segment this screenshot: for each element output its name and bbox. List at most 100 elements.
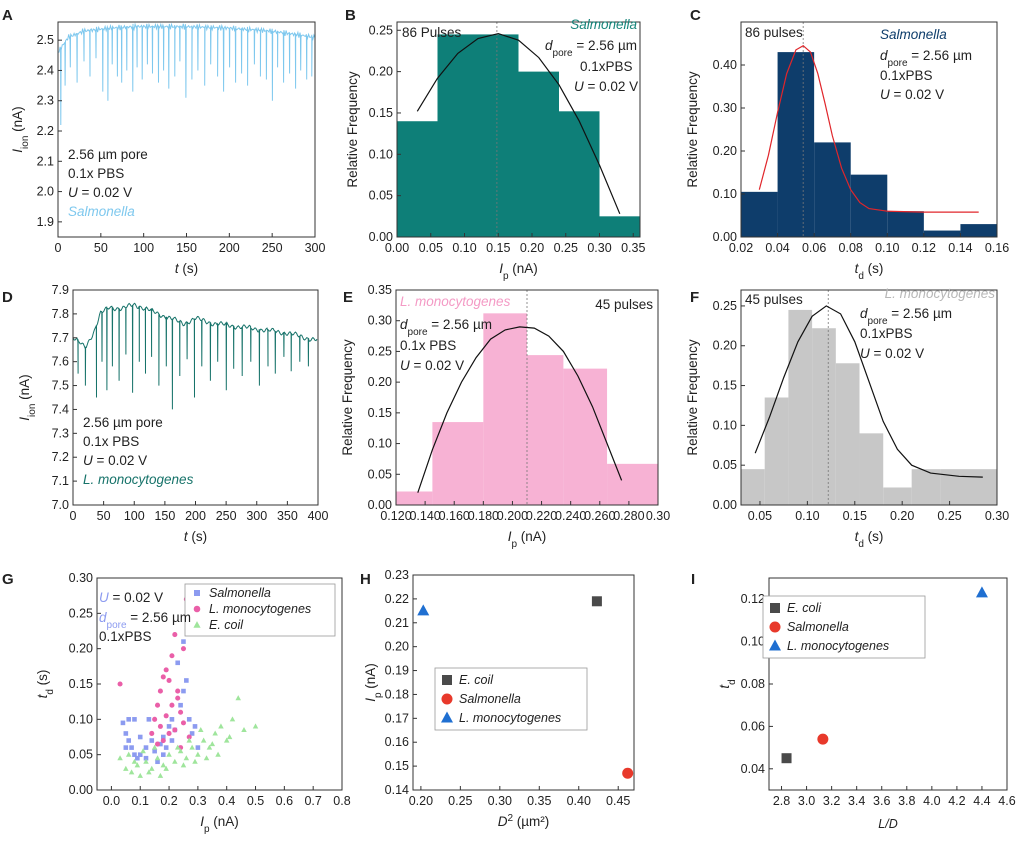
y-tick-label: 0.00 [368,498,392,512]
x-tick-label: 0 [55,241,62,255]
y-tick-label: 0.08 [741,677,765,691]
annotation-pore: 2.56 µm pore [68,147,148,162]
x-tick-label: 150 [176,241,197,255]
x-tick-label: 0.0 [103,794,120,808]
y-tick-label: 0.21 [385,616,409,630]
x-axis-label: D2 (µm²) [498,813,550,830]
y-tick-label: 0.00 [369,230,393,244]
y-tick-label: 0.15 [713,379,737,393]
square-marker [160,734,166,740]
x-tick-label: 3.4 [848,794,865,808]
square-marker [123,731,129,736]
triangle-marker [183,755,190,761]
pore-diameter-label: dpore = 2.56 µm [545,38,637,59]
y-tick-label: 7.6 [52,355,69,369]
square-marker [132,717,137,722]
square-marker [181,639,186,644]
buffer-label: 0.1x PBS [400,338,456,353]
x-tick-label: 0.240 [555,509,586,523]
circle-marker [186,734,192,740]
y-tick-label: 0.10 [368,437,392,451]
y-tick-label: 0.20 [369,65,393,79]
x-tick-label: 0.160 [439,509,470,523]
current-trace [72,302,318,410]
y-tick-label: 0.10 [369,147,393,161]
x-tick-label: 0.05 [419,241,443,255]
legend-label: Salmonella [459,692,521,706]
legend-box [434,667,588,731]
square-marker [189,731,195,736]
triangle-marker [174,744,181,750]
y-axis-label: td (s) [35,670,56,699]
square-marker [186,717,192,722]
y-axis-label: Ip (nA) [363,663,384,702]
annotation-buffer: 0.1xPBS [99,629,152,644]
square-marker [123,745,129,750]
x-tick-label: 200 [185,509,206,523]
x-tick-label: 50 [97,509,111,523]
circle-marker [157,723,163,729]
y-tick-label: 0.06 [741,719,765,733]
pore-diameter-label: dpore = 2.56 µm [880,48,972,69]
x-tick-label: 4.0 [923,794,940,808]
triangle-marker [189,744,195,750]
circle-marker [169,702,175,708]
x-tick-label: 0.3 [189,794,206,808]
triangle-marker [241,726,247,733]
y-tick-label: 0.00 [69,783,93,797]
x-tick-label: 0.45 [606,794,630,808]
triangle-marker [143,758,149,764]
square-marker [169,738,175,743]
x-tick-label: 0.20 [409,794,433,808]
annotation-voltage: U = 0.02 V [99,590,163,605]
histogram-bar [432,422,484,505]
circle-marker [160,674,166,680]
y-tick-label: 0.20 [713,144,737,158]
panel-B: 0.00 0.05 0.10 0.15 0.20 0.25 0.30 0.35 0.00 0.05… [345,17,645,282]
panel-letter-h: H [360,571,371,588]
x-tick-label: 0.30 [985,509,1009,523]
annotation-pore: 2.56 µm pore [83,415,163,430]
triangle-marker [166,751,172,757]
x-tick-label: 0.15 [486,241,510,255]
x-tick-label: 0.30 [646,509,670,523]
square-marker [158,741,163,747]
panel-C: 0.02 0.04 0.06 0.08 0.10 0.12 0.14 0.16 0.00 0.10… [685,21,1009,282]
square-marker [126,738,132,743]
triangle-marker [134,762,141,768]
legend-box [184,583,336,637]
square-marker [175,660,181,666]
legend: E. coil Salmonella L. monocytogenes [434,667,588,731]
triangle-marker [137,772,143,778]
triangle-marker [157,772,164,778]
legend-label: E. coli [787,601,822,615]
circle-marker [175,688,181,694]
circle-marker [172,632,178,638]
panel-D: 0 50 100 150 200 250 300 350 400 7.0 7.1 7.2 7.3 7.4 7… [17,283,328,544]
y-tick-label: 0.30 [368,314,392,328]
x-tick-label: 4.2 [948,794,965,808]
triangle-marker [417,604,430,616]
panel-letter-g: G [2,571,14,588]
pulse-count-label: 86 pulses [745,25,803,40]
y-tick-label: 0.00 [713,498,737,512]
y-axis-label: Relative Frequency [685,71,700,188]
panel-A: 0 50 100 150 200 250 300 1.9 2.0 2.1 2.2 2.3 2.4 2.5 I… [10,21,325,276]
organism-label: L. monocytogenes [885,286,996,301]
y-tick-label: 0.00 [713,230,737,244]
pulse-count-label: 45 pulses [595,297,653,312]
x-tick-label: 3.6 [873,794,890,808]
buffer-label: 0.1xPBS [580,59,633,74]
annotation-organism: L. monocytogenes [83,472,194,487]
y-tick-label: 0.20 [385,640,409,654]
histogram-bar [835,363,860,505]
y-tick-label: 2.5 [37,33,54,47]
x-tick-label: 200 [219,241,240,255]
x-tick-label: 0.25 [937,509,961,523]
triangle-marker [769,639,781,651]
histogram-bar [883,487,912,505]
histogram-bar [559,111,600,237]
x-tick-label: 0.4 [218,794,235,808]
histogram-bar [887,211,924,237]
triangle-marker [441,711,453,723]
